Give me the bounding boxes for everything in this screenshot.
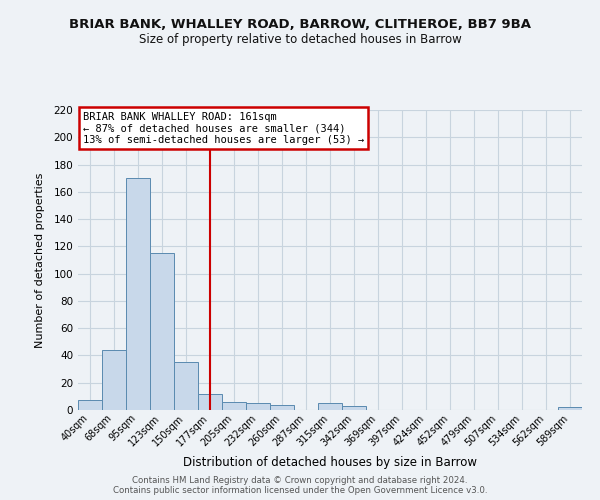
Bar: [246, 403, 270, 410]
Text: BRIAR BANK, WHALLEY ROAD, BARROW, CLITHEROE, BB7 9BA: BRIAR BANK, WHALLEY ROAD, BARROW, CLITHE…: [69, 18, 531, 30]
Text: Contains public sector information licensed under the Open Government Licence v3: Contains public sector information licen…: [113, 486, 487, 495]
Bar: [126, 178, 150, 410]
Bar: [270, 404, 294, 410]
Text: Contains HM Land Registry data © Crown copyright and database right 2024.: Contains HM Land Registry data © Crown c…: [132, 476, 468, 485]
X-axis label: Distribution of detached houses by size in Barrow: Distribution of detached houses by size …: [183, 456, 477, 469]
Bar: [198, 394, 222, 410]
Bar: [342, 406, 366, 410]
Bar: [78, 400, 102, 410]
Bar: [222, 402, 246, 410]
Bar: [150, 253, 174, 410]
Bar: [174, 362, 198, 410]
Text: Size of property relative to detached houses in Barrow: Size of property relative to detached ho…: [139, 32, 461, 46]
Bar: [318, 403, 342, 410]
Text: BRIAR BANK WHALLEY ROAD: 161sqm
← 87% of detached houses are smaller (344)
13% o: BRIAR BANK WHALLEY ROAD: 161sqm ← 87% of…: [83, 112, 364, 144]
Bar: [558, 408, 582, 410]
Y-axis label: Number of detached properties: Number of detached properties: [35, 172, 45, 348]
Bar: [102, 350, 126, 410]
